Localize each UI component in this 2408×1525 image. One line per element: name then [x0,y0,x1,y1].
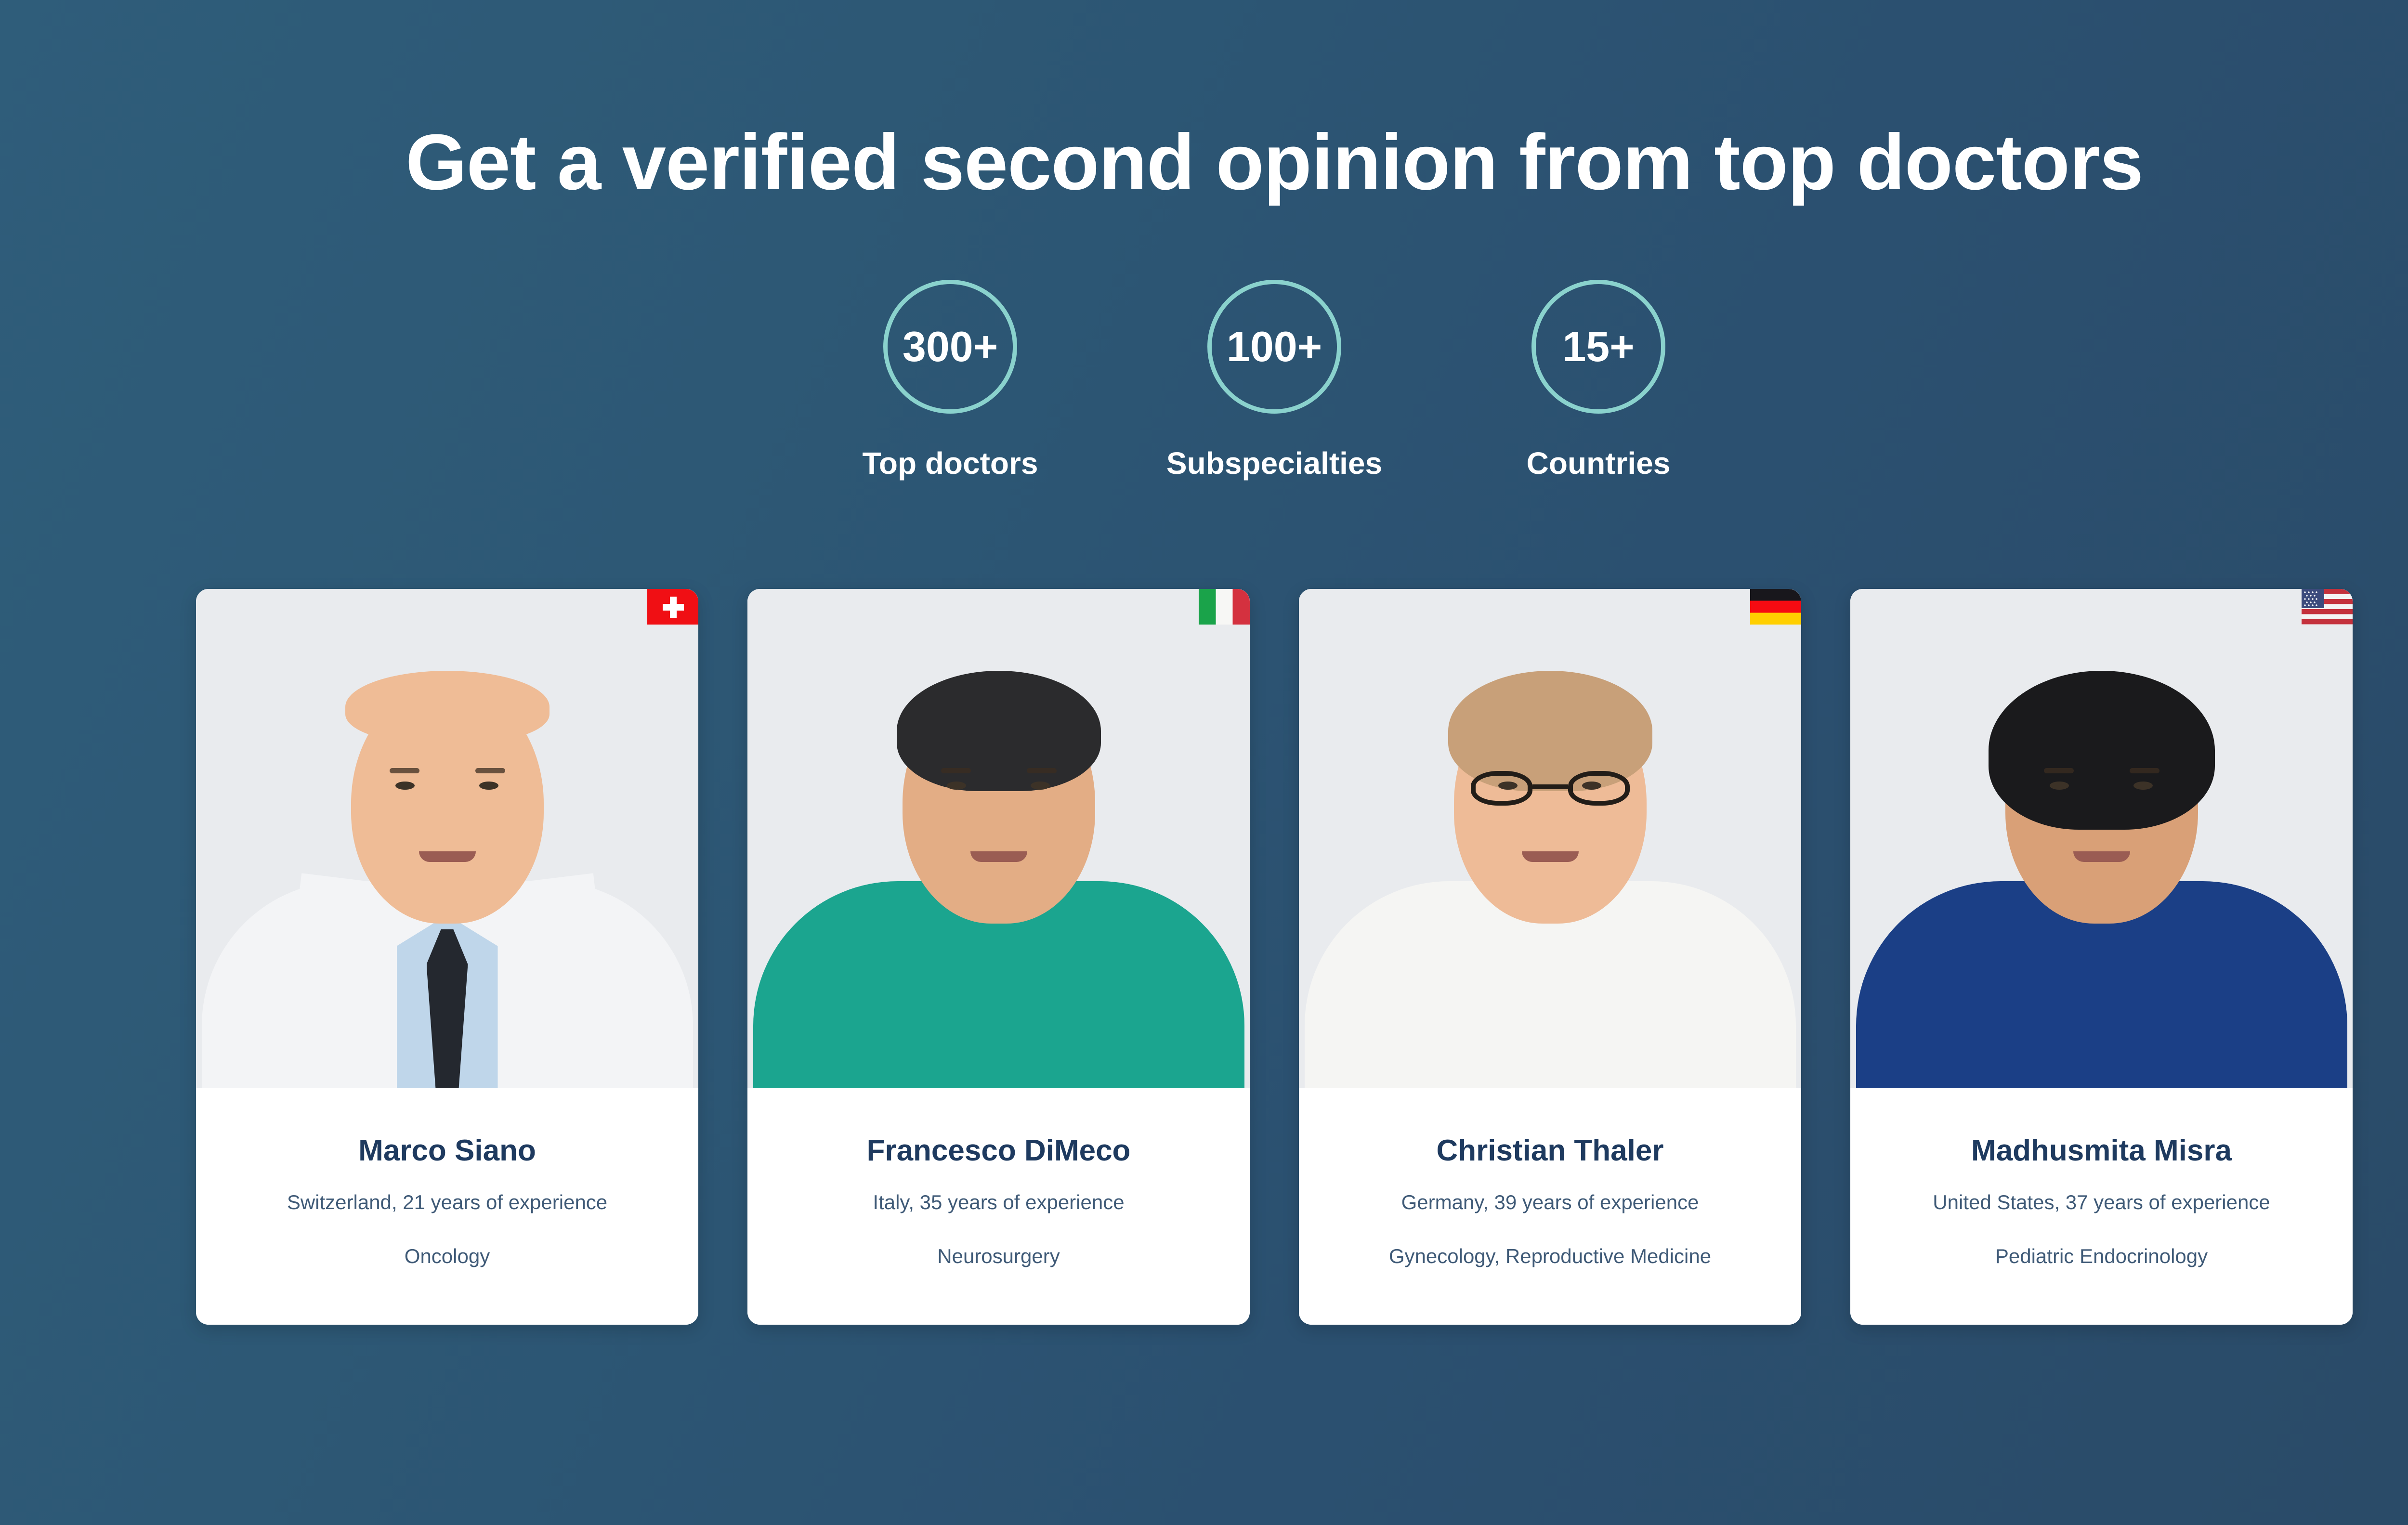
stat-top-doctors: 300+ Top doctors [837,280,1063,481]
stat-countries: 15+ Countries [1485,280,1712,481]
doctor-info: Marco Siano Switzerland, 21 years of exp… [196,1088,698,1325]
stat-circle-subspecialties: 100+ [1207,280,1341,414]
page-title: Get a verified second opinion from top d… [406,118,2144,206]
doctor-card[interactable]: Marco Siano Switzerland, 21 years of exp… [196,589,698,1325]
doctor-specialty: Gynecology, Reproductive Medicine [1388,1244,1712,1267]
doctor-photo [747,589,1250,1088]
portrait-illustration [196,589,698,1088]
doctor-photo [1299,589,1801,1088]
portrait-illustration [1850,589,2353,1088]
flag-switzerland-icon [647,589,698,625]
doctor-name: Madhusmita Misra [1971,1134,2232,1167]
stats-row: 300+ Top doctors 100+ Subspecialties 15+… [0,280,2408,481]
doctor-specialty: Pediatric Endocrinology [1995,1244,2208,1267]
doctor-meta: Germany, 39 years of experience [1401,1191,1699,1214]
doctor-card[interactable]: Christian Thaler Germany, 39 years of ex… [1299,589,1801,1325]
doctor-info: Christian Thaler Germany, 39 years of ex… [1299,1088,1801,1325]
doctor-info: Madhusmita Misra United States, 37 years… [1850,1088,2353,1325]
doctor-name: Francesco DiMeco [866,1134,1131,1167]
doctor-card[interactable]: Madhusmita Misra United States, 37 years… [1850,589,2353,1325]
flag-germany-icon [1750,589,1801,625]
doctor-photo [1850,589,2353,1088]
stat-subspecialties: 100+ Subspecialties [1161,280,1387,481]
stat-value-subspecialties: 100+ [1226,323,1322,370]
doctor-name: Christian Thaler [1436,1134,1664,1167]
doctor-photo [196,589,698,1088]
doctor-meta: Switzerland, 21 years of experience [287,1191,608,1214]
doctor-card[interactable]: Francesco DiMeco Italy, 35 years of expe… [747,589,1250,1325]
eyeglasses-icon [1470,771,1630,806]
stat-value-top-doctors: 300+ [902,323,998,370]
flag-italy-icon [1199,589,1250,625]
doctor-name: Marco Siano [358,1134,536,1167]
stat-label-top-doctors: Top doctors [862,446,1038,481]
portrait-illustration [1299,589,1801,1088]
doctor-specialty: Neurosurgery [937,1244,1060,1267]
portrait-illustration [747,589,1250,1088]
stat-label-countries: Countries [1526,446,1671,481]
flag-united-states-icon [2302,589,2353,625]
doctor-meta: Italy, 35 years of experience [873,1191,1125,1214]
doctor-info: Francesco DiMeco Italy, 35 years of expe… [747,1088,1250,1325]
doctor-meta: United States, 37 years of experience [1933,1191,2270,1214]
doctor-cards-row: Marco Siano Switzerland, 21 years of exp… [0,589,2408,1325]
stat-circle-top-doctors: 300+ [883,280,1017,414]
stat-label-subspecialties: Subspecialties [1166,446,1383,481]
doctor-specialty: Oncology [404,1244,490,1267]
stat-circle-countries: 15+ [1531,280,1665,414]
stat-value-countries: 15+ [1562,323,1635,370]
